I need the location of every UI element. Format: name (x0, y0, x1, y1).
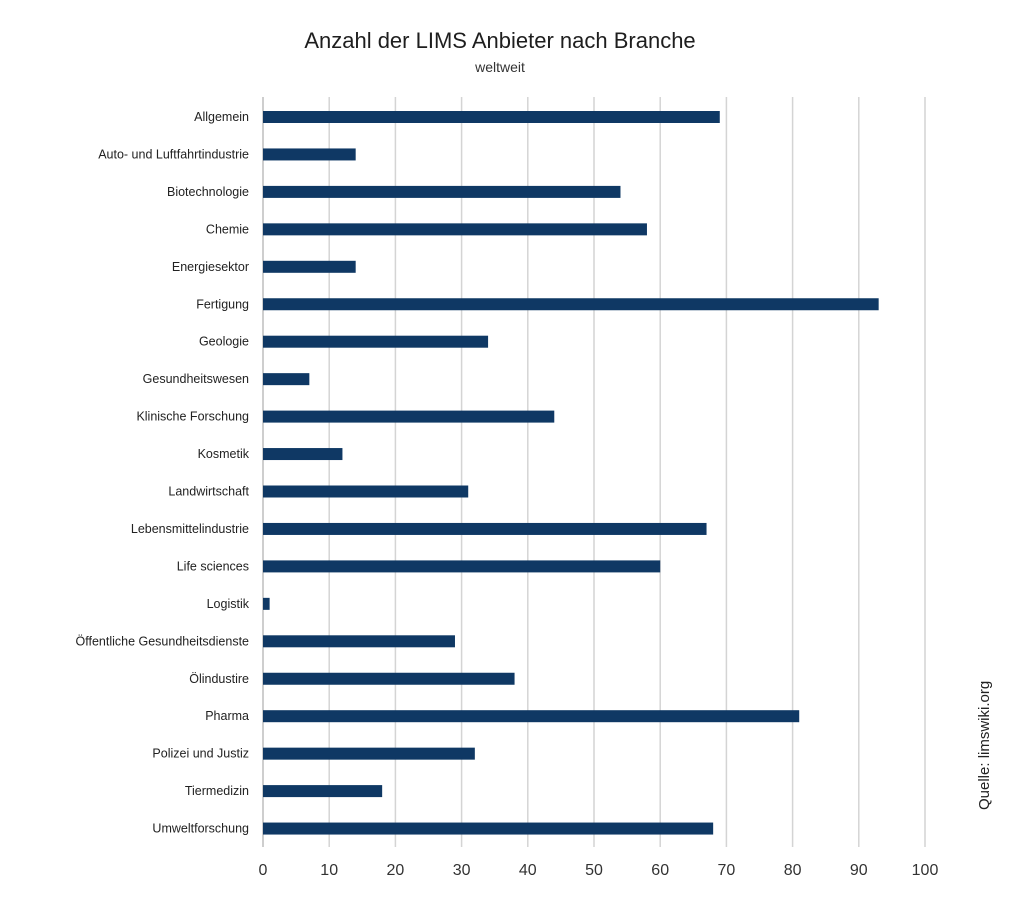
category-label: Biotechnologie (167, 185, 249, 199)
category-label: Allgemein (194, 110, 249, 124)
bar (263, 298, 879, 311)
category-label: Ölindustire (189, 672, 249, 686)
bar (263, 448, 343, 461)
bar (263, 485, 469, 498)
bar (263, 822, 714, 835)
x-tick-label: 10 (320, 862, 338, 879)
category-label: Energiesektor (172, 260, 249, 274)
bar (263, 672, 515, 685)
chart-subtitle: weltweit (475, 59, 525, 75)
bar (263, 148, 356, 161)
bar (263, 522, 707, 535)
bar (263, 373, 310, 386)
bars (263, 111, 879, 835)
x-tick-label: 0 (259, 862, 268, 879)
bar (263, 635, 455, 648)
category-label: Pharma (205, 709, 249, 723)
bar (263, 785, 383, 798)
bar (263, 560, 661, 573)
bar (263, 710, 800, 723)
category-label: Chemie (206, 222, 249, 236)
category-label: Fertigung (196, 297, 249, 311)
category-label: Öffentliche Gesundheitsdienste (76, 634, 250, 648)
x-tick-label: 50 (585, 862, 603, 879)
x-tick-label: 40 (519, 862, 537, 879)
category-label: Gesundheitswesen (143, 372, 249, 386)
category-labels: Allgemein Auto- und Luftfahrtindustrie Bio… (76, 110, 250, 836)
x-tick-label: 30 (453, 862, 471, 879)
category-label: Geologie (199, 335, 249, 349)
x-tick-label: 70 (718, 862, 736, 879)
bar (263, 260, 356, 273)
category-label: Logistik (207, 597, 250, 611)
x-tick-label: 90 (850, 862, 868, 879)
bar (263, 747, 475, 760)
chart-title: Anzahl der LIMS Anbieter nach Branche (304, 28, 696, 53)
grid-lines (262, 97, 926, 847)
bar (263, 185, 621, 198)
bar (263, 335, 489, 348)
category-label: Umweltforschung (152, 822, 249, 836)
category-label: Landwirtschaft (168, 485, 249, 499)
category-label: Polizei und Justiz (152, 747, 249, 761)
category-label: Tiermedizin (185, 784, 249, 798)
category-label: Auto- und Luftfahrtindustrie (98, 147, 249, 161)
x-tick-label: 100 (912, 862, 939, 879)
category-label: Life sciences (177, 559, 249, 573)
category-label: Klinische Forschung (136, 410, 249, 424)
bar (263, 223, 647, 236)
category-label: Lebensmittelindustrie (131, 522, 249, 536)
bar (263, 597, 270, 610)
x-tick-labels: 0 10 20 30 40 50 60 70 80 90 100 (259, 862, 939, 879)
bar (263, 410, 555, 423)
category-label: Kosmetik (198, 447, 250, 461)
source-note: Quelle: limswiki.org (976, 680, 993, 810)
x-tick-label: 60 (651, 862, 669, 879)
x-tick-label: 80 (784, 862, 802, 879)
bar (263, 111, 720, 123)
x-tick-label: 20 (387, 862, 405, 879)
